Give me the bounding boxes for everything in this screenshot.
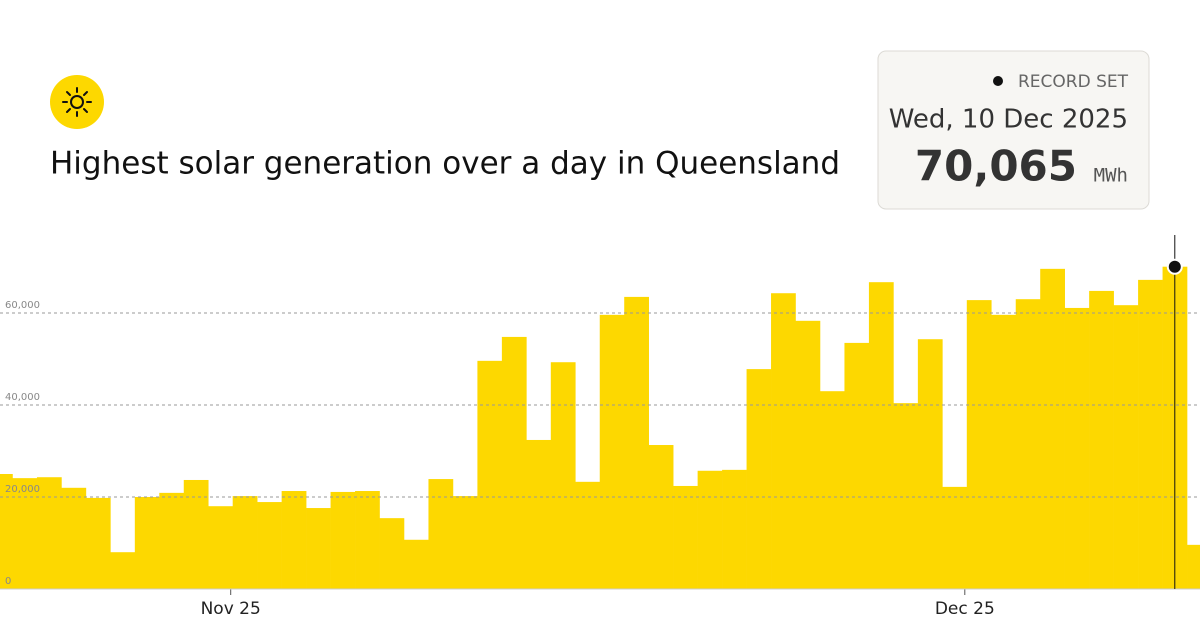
bar xyxy=(1113,305,1139,589)
record-label: RECORD SET xyxy=(1018,72,1129,92)
record-value: 70,065 xyxy=(915,142,1077,191)
bar xyxy=(746,369,772,589)
bar xyxy=(917,339,943,589)
y-tick-label: 40,000 xyxy=(5,392,40,403)
record-box: RECORD SET Wed, 10 Dec 2025 70,065 MWh xyxy=(877,50,1150,210)
bar xyxy=(36,477,62,589)
bar xyxy=(1015,299,1041,589)
bar xyxy=(61,487,87,589)
y-tick-label: 20,000 xyxy=(5,484,40,495)
bar xyxy=(183,479,209,589)
bar xyxy=(355,491,380,589)
record-unit: MWh xyxy=(1094,165,1128,187)
bar xyxy=(771,293,796,589)
record-dot xyxy=(1166,258,1183,275)
y-tick-label: 60,000 xyxy=(5,300,40,311)
bar xyxy=(844,342,870,589)
bar xyxy=(795,320,821,589)
bar xyxy=(232,496,258,589)
bar xyxy=(501,336,527,589)
bar xyxy=(942,486,968,589)
bar xyxy=(0,474,13,589)
bar xyxy=(648,445,674,589)
bar xyxy=(599,314,625,589)
bar xyxy=(673,485,698,589)
bar xyxy=(208,506,233,589)
bar xyxy=(819,391,845,589)
bar xyxy=(134,497,160,589)
bar xyxy=(991,314,1017,589)
bar xyxy=(477,360,503,589)
bar xyxy=(697,470,723,589)
bar xyxy=(575,481,601,589)
bar xyxy=(722,469,747,589)
bar xyxy=(1040,268,1065,589)
bar xyxy=(1064,307,1090,589)
bar xyxy=(85,497,111,589)
bar xyxy=(281,491,307,589)
bar xyxy=(257,502,282,589)
bar xyxy=(868,282,894,589)
bar xyxy=(550,362,576,589)
bar xyxy=(1138,279,1163,589)
bar xyxy=(893,403,919,589)
y-tick-label: 0 xyxy=(5,576,11,587)
bar xyxy=(428,479,454,589)
bar xyxy=(110,552,136,589)
bar xyxy=(159,492,185,589)
bar xyxy=(330,491,356,589)
x-tick-label: Dec 25 xyxy=(935,599,995,619)
bar xyxy=(526,439,552,589)
record-date: Wed, 10 Dec 2025 xyxy=(889,105,1128,135)
bar xyxy=(624,296,649,589)
x-tick-label: Nov 25 xyxy=(201,599,261,619)
bar xyxy=(966,300,992,589)
bar xyxy=(452,496,478,589)
bar xyxy=(379,518,405,589)
bar xyxy=(1187,544,1200,589)
bar xyxy=(403,539,429,589)
bar xyxy=(1089,290,1114,589)
sun-icon xyxy=(50,75,104,129)
title: Highest solar generation over a day in Q… xyxy=(50,146,840,182)
bar xyxy=(306,508,331,589)
